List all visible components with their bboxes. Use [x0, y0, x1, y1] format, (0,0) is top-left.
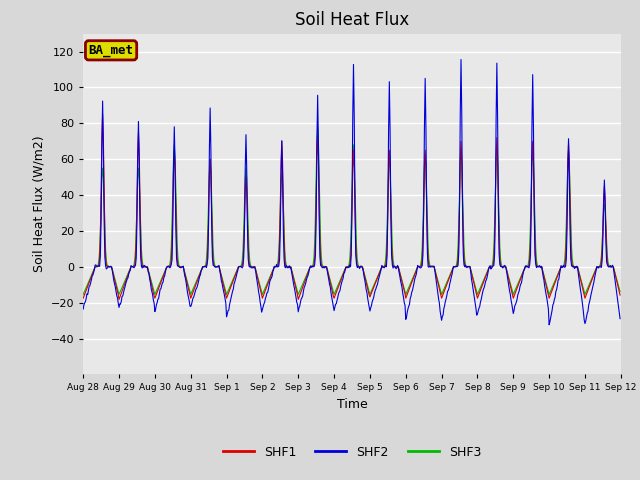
SHF1 — [419, 256, 426, 262]
SHF2 — [79, 306, 87, 312]
SHF2 — [457, 57, 465, 62]
SHF3 — [314, 124, 321, 130]
SHF2 — [227, 296, 235, 301]
Title: Soil Heat Flux: Soil Heat Flux — [295, 11, 409, 29]
SHF1 — [79, 295, 87, 301]
Legend: SHF1, SHF2, SHF3: SHF1, SHF2, SHF3 — [218, 441, 486, 464]
SHF1 — [146, 274, 154, 279]
SHF1 — [115, 297, 123, 302]
SHF3 — [199, 264, 207, 270]
Line: SHF1: SHF1 — [83, 114, 620, 300]
Line: SHF3: SHF3 — [83, 127, 620, 294]
X-axis label: Time: Time — [337, 398, 367, 411]
SHF1 — [200, 264, 208, 270]
SHF1 — [228, 279, 236, 285]
Text: BA_met: BA_met — [88, 44, 134, 57]
SHF1 — [99, 111, 106, 117]
Line: SHF2: SHF2 — [83, 60, 620, 325]
SHF2 — [145, 269, 152, 275]
SHF1 — [616, 292, 624, 298]
SHF3 — [227, 281, 235, 287]
SHF2 — [433, 279, 440, 285]
SHF2 — [417, 265, 424, 271]
SHF3 — [616, 289, 624, 295]
SHF2 — [89, 272, 97, 278]
SHF3 — [79, 291, 87, 297]
SHF3 — [433, 275, 441, 281]
SHF3 — [417, 257, 425, 263]
Y-axis label: Soil Heat Flux (W/m2): Soil Heat Flux (W/m2) — [32, 136, 45, 272]
SHF2 — [545, 322, 553, 328]
SHF1 — [434, 279, 442, 285]
SHF1 — [89, 270, 97, 276]
SHF2 — [199, 264, 207, 270]
SHF2 — [616, 316, 624, 322]
SHF3 — [145, 267, 152, 273]
SHF3 — [89, 269, 97, 275]
